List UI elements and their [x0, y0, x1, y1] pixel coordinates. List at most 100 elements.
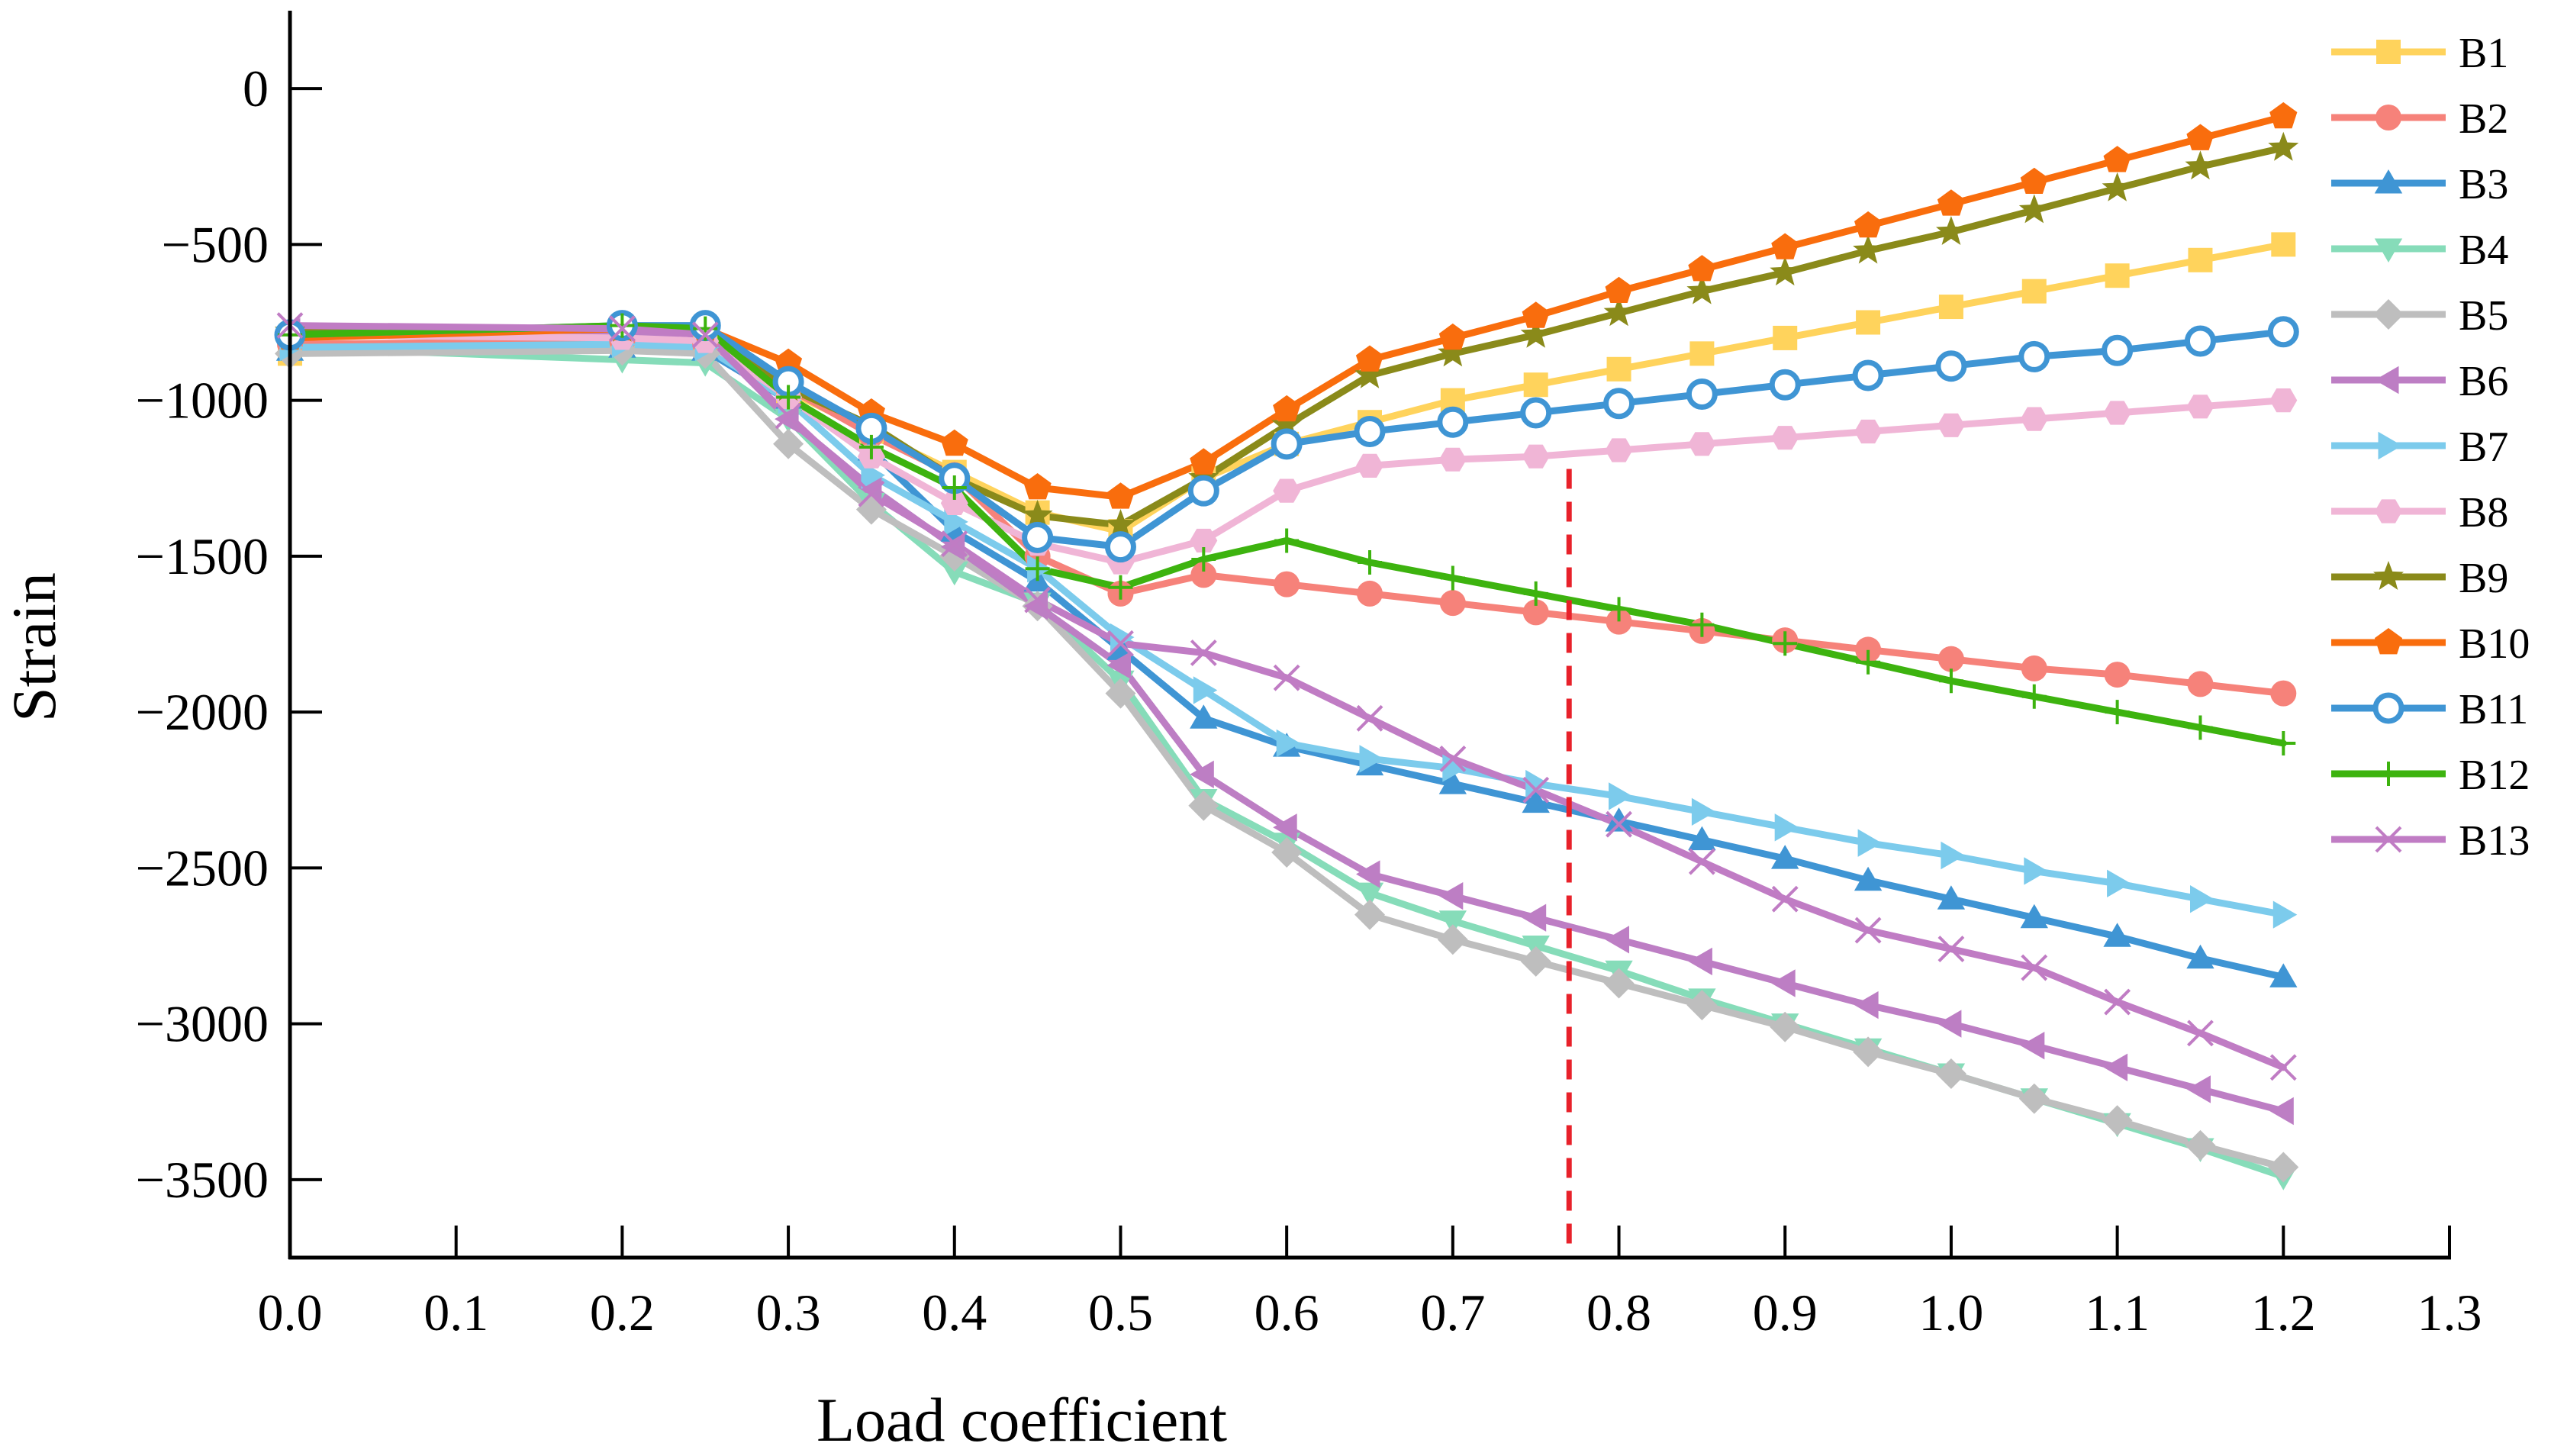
data-point-b9	[2268, 131, 2299, 161]
data-point-b7	[1193, 676, 1218, 704]
data-point-b1	[1938, 295, 1963, 320]
data-point-b3	[2103, 923, 2131, 947]
data-point-b12	[2105, 700, 2130, 725]
y-tick-label: −3500	[136, 1151, 269, 1209]
data-point-b6	[1190, 760, 1214, 788]
data-point-b6	[2020, 1032, 2045, 1060]
data-point-b13	[1024, 586, 1052, 614]
data-point-b5	[2268, 1152, 2299, 1183]
x-tick-label: 0.2	[590, 1284, 655, 1342]
data-point-b13	[691, 321, 719, 349]
data-point-b2	[2104, 662, 2131, 688]
series-line-b5	[286, 346, 2287, 1171]
data-point-b5	[773, 428, 804, 459]
data-point-b2	[1522, 599, 1549, 626]
y-tick-label: −1500	[136, 527, 269, 585]
data-point-b12	[610, 313, 635, 338]
axes	[288, 11, 2451, 1260]
data-point-b6	[2269, 1097, 2294, 1126]
data-point-b9	[1520, 318, 1551, 348]
data-point-b5	[2018, 1083, 2050, 1114]
data-point-b13	[1273, 664, 1300, 691]
data-point-b1	[1773, 325, 1798, 350]
data-point-b7	[1857, 829, 1883, 857]
data-point-b13	[1688, 848, 1715, 875]
legend-marker-b6	[2375, 366, 2399, 395]
data-point-b6	[1771, 969, 1796, 997]
data-point-b10	[1438, 323, 1467, 350]
data-point-b12	[1358, 550, 1382, 575]
data-point-b1	[1606, 356, 1631, 382]
data-point-b7	[1774, 813, 1799, 842]
data-point-b9	[2185, 150, 2216, 180]
data-point-b7	[2272, 900, 2298, 929]
data-point-b10	[1688, 255, 1716, 282]
data-point-b12	[1108, 575, 1133, 600]
series-line-b8	[286, 331, 2287, 566]
data-point-b7	[1691, 797, 1716, 826]
data-point-b7	[1359, 745, 1383, 773]
data-point-b2	[1190, 562, 1217, 588]
legend-marker-b4	[2374, 238, 2403, 263]
data-point-b13	[941, 530, 968, 557]
legend-label-b13: B13	[2459, 817, 2530, 865]
legend-label-b7: B7	[2459, 424, 2508, 471]
data-point-b2	[2021, 655, 2047, 681]
data-point-b9	[1437, 337, 1468, 367]
data-point-b7	[2107, 869, 2131, 897]
legend-label-b4: B4	[2459, 227, 2508, 274]
data-point-b2	[1606, 608, 1632, 635]
data-point-b10	[940, 429, 968, 456]
data-point-b5	[1520, 945, 1551, 977]
series-line-b4	[286, 343, 2287, 1181]
data-point-b12	[776, 385, 801, 410]
data-point-b6	[1273, 813, 1297, 842]
data-point-b13	[1107, 630, 1134, 657]
x-tick-label: 0.7	[1420, 1284, 1485, 1342]
data-point-b12	[1773, 631, 1798, 656]
data-point-b11	[1104, 531, 1136, 563]
data-point-b2	[1357, 580, 1383, 607]
data-point-b11	[1769, 369, 1801, 401]
data-point-b4	[1438, 910, 1467, 935]
data-point-b11	[2102, 334, 2134, 366]
data-point-b9	[2102, 172, 2133, 201]
series-line-b2	[286, 337, 2287, 697]
data-point-b3	[1522, 788, 1550, 813]
data-point-b8	[1438, 447, 1467, 472]
data-point-b8	[2269, 388, 2298, 413]
data-point-b7	[1609, 782, 1633, 810]
data-point-b2	[1937, 646, 1964, 672]
legend-label-b9: B9	[2459, 555, 2508, 602]
data-point-b7	[1525, 769, 1550, 798]
data-point-b8	[2103, 401, 2131, 425]
data-point-b1	[1689, 341, 1715, 366]
y-tick-label: −3000	[136, 995, 269, 1053]
series-line-b10	[286, 113, 2287, 501]
data-point-b13	[775, 402, 802, 430]
data-point-b2	[2270, 680, 2297, 707]
data-point-b7	[1276, 729, 1301, 758]
series-line-b11	[286, 322, 2287, 551]
data-point-b10	[1522, 301, 1550, 328]
data-point-b5	[1935, 1058, 1966, 1089]
x-tick-label: 1.3	[2417, 1284, 2482, 1342]
data-point-b5	[1770, 1011, 1801, 1042]
legend-label-b12: B12	[2459, 752, 2530, 799]
data-point-b12	[942, 475, 967, 501]
y-tick-label: 0	[243, 60, 269, 118]
data-point-b9	[1686, 275, 1718, 304]
x-tick-label: 0.8	[1586, 1284, 1651, 1342]
data-point-b7	[1110, 623, 1135, 652]
data-point-b13	[858, 480, 885, 507]
data-point-b6	[1023, 592, 1048, 620]
data-point-b10	[2103, 146, 2131, 172]
data-point-b8	[1190, 528, 1218, 552]
data-point-b6	[1937, 1010, 1962, 1038]
data-point-b3	[1854, 866, 1883, 891]
data-point-b12	[1025, 556, 1050, 581]
legend-label-b2: B2	[2459, 95, 2508, 143]
data-point-b8	[1273, 478, 1301, 503]
data-point-b13	[2187, 1020, 2214, 1047]
